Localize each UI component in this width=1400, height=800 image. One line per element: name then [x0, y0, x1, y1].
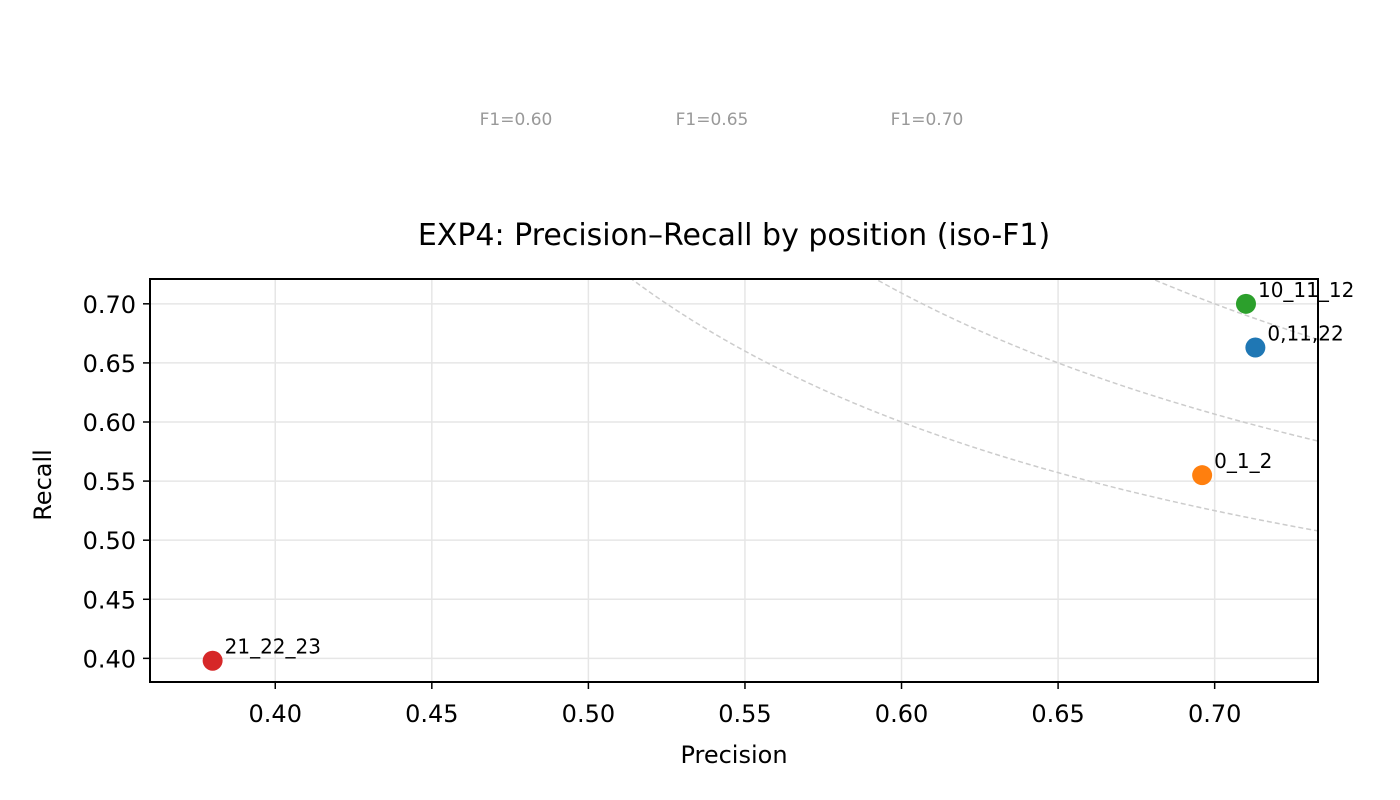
x-axis-ticks: 0.40 0.45 0.50 0.55 0.60 0.65 0.70 [249, 682, 1241, 728]
point-label-2: 10_11_12 [1258, 278, 1354, 302]
x-axis-label: Precision [680, 741, 787, 769]
iso-f1-curve-0 [630, 279, 1318, 532]
y-axis-label: Recall [29, 449, 57, 521]
y-axis-ticks: 0.40 0.45 0.50 0.55 0.60 0.65 0.70 [83, 291, 150, 673]
y-tick-label-0: 0.40 [83, 645, 136, 673]
x-tick-label-4: 0.60 [875, 700, 928, 728]
x-tick-label-2: 0.50 [562, 700, 615, 728]
y-tick-label-5: 0.65 [83, 350, 136, 378]
y-tick-label-4: 0.60 [83, 409, 136, 437]
scatter-point-1 [1192, 465, 1213, 486]
iso-label-f1-065: F1=0.65 [676, 110, 749, 130]
x-tick-label-1: 0.45 [405, 700, 458, 728]
iso-label-f1-060: F1=0.60 [480, 110, 553, 130]
iso-f1-curves [630, 279, 1318, 532]
y-tick-label-6: 0.70 [83, 291, 136, 319]
x-tick-label-3: 0.55 [718, 700, 771, 728]
y-tick-label-1: 0.45 [83, 586, 136, 614]
point-label-3: 21_22_23 [225, 635, 321, 659]
iso-f1-curve-2 [1150, 279, 1318, 341]
scatter-point-3 [202, 650, 223, 671]
scatter-point-2 [1235, 293, 1256, 314]
point-label-1: 0_1_2 [1214, 449, 1272, 473]
x-tick-label-6: 0.70 [1188, 700, 1241, 728]
iso-f1-curve-1 [874, 279, 1318, 442]
y-tick-label-3: 0.55 [83, 468, 136, 496]
point-label-0: 0,11,22 [1267, 322, 1343, 346]
chart-title: EXP4: Precision–Recall by position (iso-… [418, 218, 1050, 253]
scatter-point-0 [1245, 337, 1266, 358]
iso-label-f1-070: F1=0.70 [891, 110, 964, 130]
scatter-points: 0,11,22 0_1_2 10_11_12 21_22_23 [202, 278, 1354, 671]
x-tick-label-5: 0.65 [1031, 700, 1084, 728]
x-tick-label-0: 0.40 [249, 700, 302, 728]
grid [150, 279, 1318, 682]
y-tick-label-2: 0.50 [83, 527, 136, 555]
